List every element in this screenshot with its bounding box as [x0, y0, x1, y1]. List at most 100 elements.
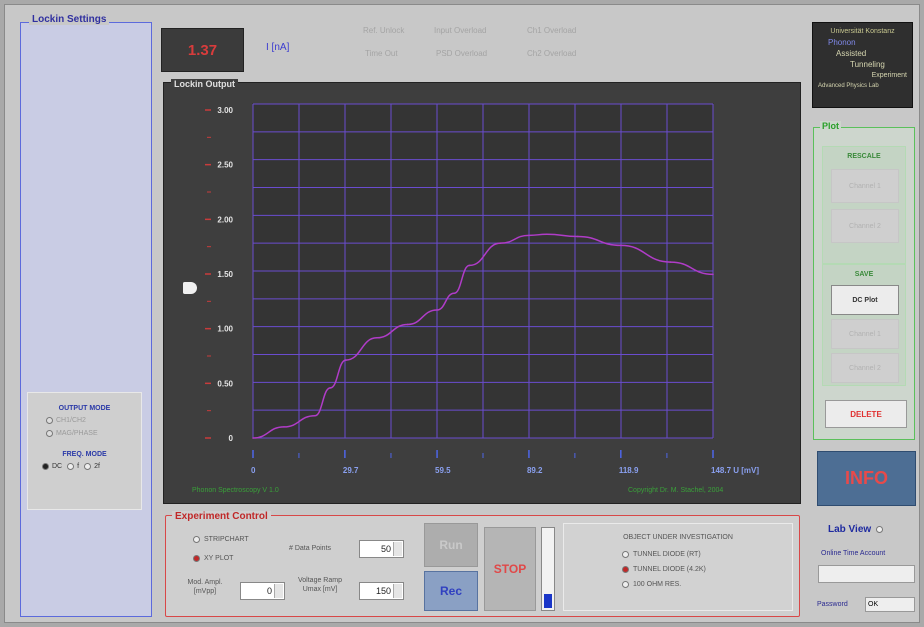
plot-mode-stripchart[interactable]: STRIPCHART [193, 536, 249, 543]
x-tick-label: 29.7 [343, 466, 359, 475]
save-dc-plot-button[interactable]: DC Plot [831, 285, 899, 315]
freq-mode-option-dc[interactable]: DC [42, 463, 62, 470]
rescale-group: RESCALE Channel 1 Channel 2 [822, 146, 906, 264]
led-input-overload: Input Overload [434, 26, 487, 35]
lockin-settings-title: Lockin Settings [29, 14, 110, 25]
freq-mode-option-label: DC [52, 463, 63, 470]
object-option-4k[interactable]: TUNNEL DIODE (4.2K) [622, 566, 792, 573]
mod-ampl-input[interactable]: 0 [240, 582, 285, 600]
data-point [329, 387, 332, 389]
rescale-channel2-button[interactable]: Channel 2 [831, 209, 899, 243]
lockin-output-title: Lockin Output [171, 79, 238, 89]
output-mode-option-label: MAG/PHASE [56, 430, 98, 437]
led-ref-unlock: Ref. Unlock [363, 26, 405, 35]
output-mode-title: OUTPUT MODE [58, 405, 111, 412]
password-field[interactable]: OK [865, 597, 915, 612]
experiment-control-title: Experiment Control [172, 511, 271, 522]
spinner-icon[interactable] [393, 542, 402, 556]
freq-mode-option-2f[interactable]: 2f [84, 463, 100, 470]
data-point [345, 359, 347, 361]
led-psd-overload: PSD Overload [436, 49, 488, 58]
freq-mode-option-f[interactable]: f [67, 463, 79, 470]
data-point [436, 309, 438, 311]
radio-icon [46, 417, 53, 424]
x-tick-label: 148.7 U [mV] [711, 466, 759, 475]
voltage-ramp-input[interactable]: 150 [359, 582, 404, 600]
voltage-ramp-label: Voltage Ramp Umax [mV] [298, 577, 342, 593]
object-option-label: 100 OHM RES. [633, 581, 682, 588]
run-button[interactable]: Run [424, 523, 478, 567]
object-under-investigation-box: OBJECT UNDER INVESTIGATION TUNNEL DIODE … [563, 523, 793, 611]
y-tick-label: 3.00 [217, 106, 233, 115]
y-tick-label: 1.50 [217, 270, 233, 279]
y-tick-label: 1.00 [217, 325, 233, 334]
data-points-label: # Data Points [289, 545, 332, 552]
output-mode-option-ch1ch2[interactable]: CH1/CH2 [46, 417, 141, 424]
data-point [283, 426, 285, 428]
led-time-out: Time Out [365, 49, 398, 58]
radio-icon [193, 536, 200, 543]
data-point [620, 244, 622, 247]
spinner-icon[interactable] [393, 584, 402, 598]
output-mode-option-magphase[interactable]: MAG/PHASE [46, 430, 141, 437]
data-points-input[interactable]: 50 [359, 540, 404, 558]
progress-bar-fill [544, 593, 552, 608]
radio-icon [193, 555, 200, 562]
x-tick-label: 59.5 [435, 466, 451, 475]
data-point [468, 264, 471, 267]
object-option-rt[interactable]: TUNNEL DIODE (RT) [622, 551, 792, 558]
plot-mode-label: XY PLOT [204, 555, 234, 562]
rescale-title: RESCALE [847, 153, 881, 160]
radio-icon [622, 551, 629, 558]
output-mode-option-label: CH1/CH2 [56, 417, 86, 424]
y-tick-label: 2.50 [217, 161, 233, 170]
info-button[interactable]: INFO [817, 451, 916, 506]
x-tick-label: 118.9 [619, 466, 639, 475]
rescale-channel1-button[interactable]: Channel 1 [831, 169, 899, 203]
password-label: Password [817, 601, 848, 608]
rec-button[interactable]: Rec [424, 571, 478, 611]
y-tick-label: 0.50 [217, 379, 233, 388]
save-channel1-button[interactable]: Channel 1 [831, 319, 899, 349]
online-time-account-field[interactable] [818, 565, 915, 583]
labview-indicator-icon [875, 525, 883, 533]
plot-mode-xyplot[interactable]: XY PLOT [193, 555, 233, 562]
plot-mode-label: STRIPCHART [204, 536, 249, 543]
save-group: SAVE DC Plot Channel 1 Channel 2 [822, 264, 906, 386]
stop-button[interactable]: STOP [484, 527, 536, 611]
progress-bar [541, 527, 555, 611]
data-point [712, 273, 714, 276]
x-tick-label: 0 [251, 466, 256, 475]
data-point [375, 337, 378, 339]
save-title: SAVE [854, 271, 874, 278]
save-channel2-button[interactable]: Channel 2 [831, 353, 899, 383]
current-unit-label: I [nA] [266, 42, 290, 53]
data-points-value: 50 [380, 544, 391, 554]
mod-ampl-label: Mod. Ampl. [mVpp] [187, 579, 223, 595]
radio-icon [42, 463, 49, 470]
data-point [252, 437, 254, 439]
radio-icon [46, 430, 53, 437]
current-readout: 1.37 [161, 28, 244, 72]
lockin-settings-panel: Lockin Settings [20, 14, 152, 617]
delete-button[interactable]: DELETE [825, 400, 907, 428]
led-ch2-overload: Ch2 Overload [527, 49, 577, 58]
data-point [546, 233, 548, 236]
y-tick-label: 2.00 [217, 215, 233, 224]
plot-panel: RESCALE Channel 1 Channel 2 SAVE DC Plot… [813, 127, 915, 440]
data-point [669, 261, 672, 263]
freq-mode-title: FREQ. MODE [62, 451, 107, 458]
radio-icon [622, 566, 629, 573]
cursor-marker-icon[interactable] [183, 282, 197, 294]
online-time-account-label: Online Time Account [821, 550, 886, 557]
radio-icon [622, 581, 629, 588]
spinner-icon[interactable] [274, 584, 283, 598]
copyright-label: Copyright Dr. M. Stachel, 2004 [628, 487, 724, 494]
mod-ampl-value: 0 [266, 586, 272, 596]
object-option-100ohm[interactable]: 100 OHM RES. [622, 581, 792, 588]
output-mode-box: OUTPUT MODE CH1/CH2 MAG/PHASE FREQ. MODE… [27, 392, 142, 510]
radio-icon [84, 463, 92, 470]
y-tick-label: 0 [229, 434, 234, 443]
version-label: Phonon Spectroscopy V 1.0 [192, 487, 279, 494]
labview-label: Lab View [828, 524, 883, 535]
